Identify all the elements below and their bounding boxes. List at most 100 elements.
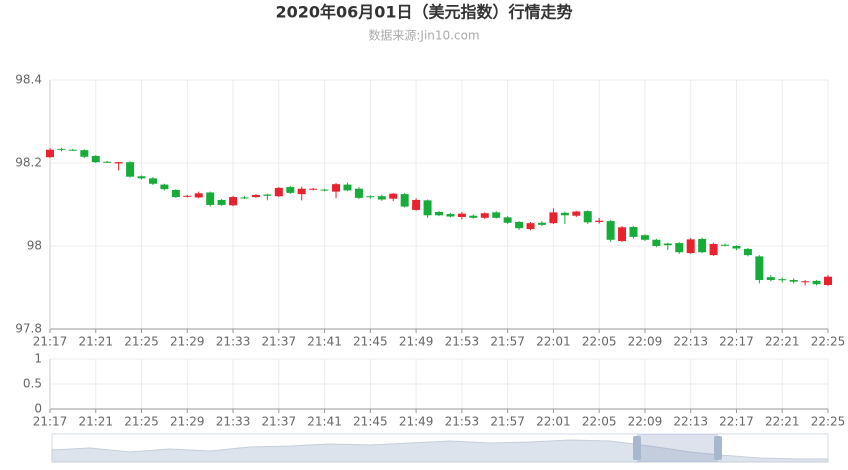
candle-body bbox=[789, 280, 798, 282]
y-tick-label: 1 bbox=[34, 352, 42, 366]
candle-body bbox=[240, 197, 249, 199]
x-tick-label: 21:29 bbox=[170, 335, 205, 349]
candle-body bbox=[766, 277, 775, 281]
candle-body bbox=[606, 221, 615, 240]
candle-body bbox=[354, 188, 363, 198]
candle-body bbox=[583, 211, 592, 223]
candle-body bbox=[148, 178, 157, 184]
x-tick-label: 21:45 bbox=[353, 335, 388, 349]
candle-body bbox=[343, 184, 352, 191]
candle-body bbox=[423, 200, 432, 216]
candle-body bbox=[183, 195, 192, 197]
x-tick-label: 22:01 bbox=[536, 415, 571, 429]
x-tick-label: 21:21 bbox=[78, 335, 113, 349]
candle-body bbox=[217, 199, 226, 205]
x-tick-label: 21:53 bbox=[445, 335, 480, 349]
candle-body bbox=[572, 211, 581, 216]
x-tick-label: 21:17 bbox=[33, 335, 68, 349]
candle-body bbox=[320, 189, 329, 191]
candle-body bbox=[171, 189, 180, 198]
x-tick-label: 22:01 bbox=[536, 335, 571, 349]
candle-body bbox=[515, 221, 524, 229]
x-tick-label: 21:49 bbox=[399, 335, 434, 349]
candle-body bbox=[297, 188, 306, 195]
candle-body bbox=[537, 222, 546, 225]
x-tick-label: 21:37 bbox=[262, 415, 297, 429]
x-tick-label: 21:33 bbox=[216, 415, 251, 429]
candle-body bbox=[480, 213, 489, 218]
candle-body bbox=[126, 162, 135, 177]
slider-window[interactable] bbox=[637, 434, 718, 462]
zoom-slider[interactable] bbox=[51, 433, 829, 463]
candle-body bbox=[824, 276, 832, 286]
slider-handle[interactable] bbox=[714, 436, 722, 460]
candle-body bbox=[492, 212, 501, 218]
candle-body bbox=[503, 217, 512, 223]
candle-body bbox=[743, 248, 752, 256]
candle-body bbox=[377, 196, 386, 200]
candle-body bbox=[457, 213, 466, 217]
candle-body bbox=[137, 176, 146, 179]
chart-subtitle: 数据来源:Jin10.com bbox=[368, 28, 479, 43]
candle-body bbox=[194, 193, 203, 198]
x-tick-label: 22:25 bbox=[811, 335, 846, 349]
candle-body bbox=[560, 212, 569, 216]
x-tick-label: 21:33 bbox=[216, 335, 251, 349]
candle-body bbox=[309, 188, 318, 190]
candle-body bbox=[229, 197, 238, 206]
candle-body bbox=[812, 280, 821, 285]
x-tick-label: 21:21 bbox=[78, 415, 113, 429]
candle-body bbox=[663, 243, 672, 246]
x-tick-label: 21:41 bbox=[307, 335, 342, 349]
candle-body bbox=[709, 243, 718, 256]
x-tick-label: 22:17 bbox=[719, 335, 754, 349]
x-tick-label: 22:25 bbox=[811, 415, 846, 429]
y-tick-label: 98.2 bbox=[15, 156, 42, 170]
candle-body bbox=[57, 148, 66, 150]
x-tick-label: 22:21 bbox=[765, 415, 800, 429]
candle-body bbox=[80, 150, 89, 157]
candle-body bbox=[526, 223, 535, 229]
x-tick-label: 21:57 bbox=[490, 415, 525, 429]
candle-body bbox=[274, 187, 283, 197]
x-tick-label: 21:25 bbox=[124, 335, 159, 349]
candle-body bbox=[251, 194, 260, 198]
x-tick-label: 22:05 bbox=[582, 335, 617, 349]
candle-body bbox=[160, 184, 169, 190]
y-tick-label: 98.4 bbox=[15, 73, 42, 87]
candle-body bbox=[263, 194, 272, 196]
candle-body bbox=[801, 281, 810, 283]
candle-body bbox=[446, 214, 455, 217]
candle-body bbox=[778, 279, 787, 281]
candle-body bbox=[206, 192, 215, 205]
candle-body bbox=[686, 239, 695, 254]
x-tick-label: 21:17 bbox=[33, 415, 68, 429]
candle-body bbox=[595, 220, 604, 222]
candle-body bbox=[400, 194, 409, 207]
x-tick-label: 22:05 bbox=[582, 415, 617, 429]
x-tick-label: 21:49 bbox=[399, 415, 434, 429]
candle-body bbox=[46, 149, 54, 158]
x-tick-label: 22:13 bbox=[673, 415, 708, 429]
x-tick-label: 22:09 bbox=[628, 335, 663, 349]
candle-body bbox=[389, 193, 398, 199]
x-tick-label: 21:25 bbox=[124, 415, 159, 429]
x-tick-label: 21:37 bbox=[262, 335, 297, 349]
slider-handle[interactable] bbox=[633, 436, 641, 460]
candle-body bbox=[114, 162, 123, 164]
x-tick-label: 21:29 bbox=[170, 415, 205, 429]
candle-body bbox=[732, 246, 741, 249]
x-tick-label: 21:53 bbox=[445, 415, 480, 429]
x-tick-label: 22:09 bbox=[628, 415, 663, 429]
y-tick-label: 0.5 bbox=[23, 377, 42, 391]
x-tick-label: 21:45 bbox=[353, 415, 388, 429]
candle-body bbox=[103, 161, 112, 163]
x-tick-label: 22:13 bbox=[673, 335, 708, 349]
candle-body bbox=[652, 239, 661, 246]
candle-body bbox=[286, 187, 295, 193]
candle-body bbox=[412, 199, 421, 210]
y-tick-label: 98 bbox=[27, 239, 42, 253]
candle-body bbox=[640, 235, 649, 240]
